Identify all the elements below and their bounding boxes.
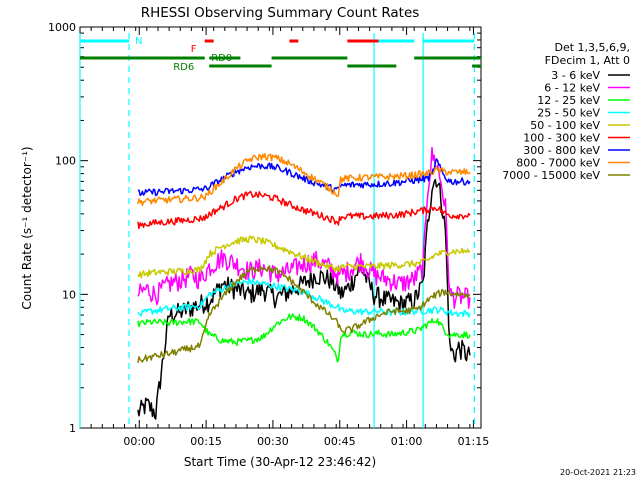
x-tick-label: 00:15 <box>190 435 222 448</box>
annotation-rd6-label: RD6 <box>173 62 194 73</box>
y-tick-label: 1 <box>69 422 76 435</box>
series-line-3-6-kev <box>137 178 471 420</box>
series-line-50-100-kev <box>137 235 471 279</box>
x-tick-label: 01:00 <box>391 435 423 448</box>
legend-label-6-12-kev: 6 - 12 keV <box>544 82 600 95</box>
legend-label-25-50-kev: 25 - 50 keV <box>537 107 600 120</box>
plot-area: 1 10 100 1000 00:00 00:15 00:30 00:45 01:00 01:15… <box>48 21 489 448</box>
annotation-n-label: N <box>135 36 142 47</box>
y-tick-label: 10 <box>62 288 76 301</box>
annotation-f-label: F <box>191 44 197 55</box>
legend-header-line-1: Det 1,3,5,6,9, <box>554 41 630 54</box>
legend-label-300-800-kev: 300 - 800 keV <box>523 144 600 157</box>
legend-label-800-7000-kev: 800 - 7000 keV <box>516 157 600 170</box>
legend-header-line-2: FDecim 1, Att 0 <box>545 54 630 67</box>
legend-label-100-300-kev: 100 - 300 keV <box>523 132 600 145</box>
legend-label-3-6-kev: 3 - 6 keV <box>551 69 600 82</box>
series-line-100-300-kev <box>137 190 471 230</box>
y-axis-label: Count Rate (s⁻¹ detector⁻¹) <box>20 146 34 309</box>
x-tick-label: 01:15 <box>458 435 490 448</box>
x-tick-label: 00:00 <box>123 435 155 448</box>
annotation-rd0-label: RD0 <box>211 53 232 64</box>
y-tick-label: 100 <box>55 155 76 168</box>
x-axis-label: Start Time (30-Apr-12 23:46:42) <box>184 455 376 469</box>
series-line-300-800-kev <box>137 158 471 197</box>
date-stamp: 20-Oct-2021 21:23 <box>560 468 636 477</box>
series-line-12-25-kev <box>137 313 471 363</box>
series-line-800-7000-kev <box>137 153 471 207</box>
y-tick-label: 1000 <box>48 21 76 34</box>
legend-label-50-100-kev: 50 - 100 keV <box>530 119 600 132</box>
x-tick-label: 00:45 <box>324 435 356 448</box>
legend-label-12-25-kev: 12 - 25 keV <box>537 94 600 107</box>
series-line-7000-15000-kev <box>137 265 471 364</box>
x-tick-label: 00:30 <box>257 435 289 448</box>
legend-label-7000-15000-kev: 7000 - 15000 keV <box>502 169 600 182</box>
chart-title: RHESSI Observing Summary Count Rates <box>141 5 420 21</box>
